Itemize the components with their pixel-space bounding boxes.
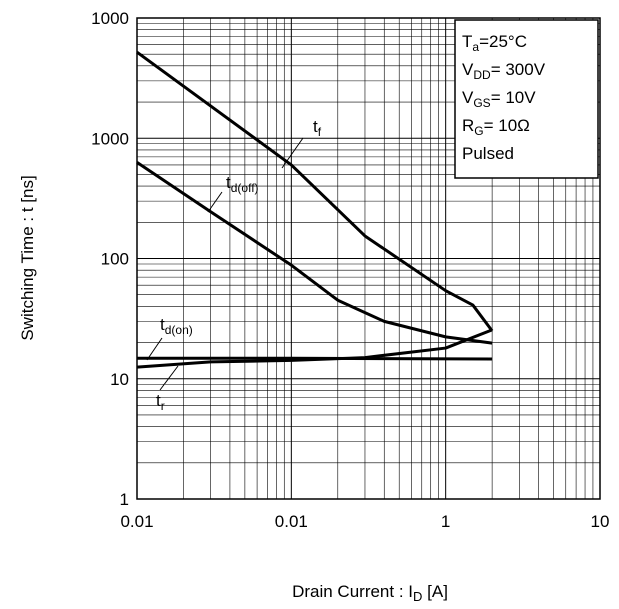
series-name-subscript: d(on) bbox=[165, 323, 193, 337]
series-label: td(off) bbox=[226, 173, 259, 195]
x-tick-label: 0.01 bbox=[275, 512, 308, 531]
condition-text: = 10V bbox=[491, 88, 537, 107]
plot-frame bbox=[136, 17, 601, 500]
condition-text: =25°C bbox=[479, 32, 527, 51]
x-axis-title-text: [A] bbox=[422, 582, 448, 601]
condition-subscript: a bbox=[472, 40, 479, 54]
condition: RG= 10Ω bbox=[462, 116, 530, 138]
series-line bbox=[136, 161, 493, 345]
x-tick-label: 10 bbox=[591, 512, 610, 531]
x-tick-label: 1 bbox=[441, 512, 450, 531]
condition-text: R bbox=[462, 116, 474, 135]
series-line bbox=[136, 328, 493, 369]
condition-text: V bbox=[462, 60, 474, 79]
condition-subscript: DD bbox=[473, 68, 491, 82]
condition-text: T bbox=[462, 32, 472, 51]
condition: Ta=25°C bbox=[462, 32, 527, 54]
conditions-box bbox=[454, 19, 599, 179]
condition: VGS= 10V bbox=[462, 88, 536, 110]
label-leader bbox=[207, 191, 223, 213]
x-axis-title-subscript: D bbox=[413, 589, 422, 604]
series-name-subscript: r bbox=[161, 399, 165, 413]
series-name: t bbox=[313, 117, 318, 136]
y-tick-label: 1 bbox=[120, 490, 129, 509]
label-leader bbox=[146, 337, 163, 361]
series-label: tr bbox=[156, 391, 165, 413]
x-axis-title-text: Drain Current : I bbox=[292, 582, 413, 601]
series-line bbox=[136, 50, 494, 332]
series-name: t bbox=[160, 315, 165, 334]
series-name-subscript: d(off) bbox=[231, 181, 259, 195]
series-name: t bbox=[226, 173, 231, 192]
label-leader bbox=[281, 137, 304, 169]
condition-text: Pulsed bbox=[462, 144, 514, 163]
condition-text: V bbox=[462, 88, 474, 107]
y-tick-label: 1000 bbox=[91, 129, 129, 148]
condition-text: = 300V bbox=[491, 60, 546, 79]
condition-subscript: G bbox=[474, 124, 483, 138]
y-tick-label: 10 bbox=[110, 370, 129, 389]
series-line bbox=[137, 356, 493, 361]
condition: Pulsed bbox=[462, 144, 514, 163]
series-name-subscript: f bbox=[318, 125, 322, 139]
condition-text: = 10Ω bbox=[484, 116, 530, 135]
series-label: td(on) bbox=[160, 315, 193, 337]
condition-subscript: GS bbox=[473, 96, 490, 110]
condition: VDD= 300V bbox=[462, 60, 546, 82]
x-axis-title: Drain Current : ID [A] bbox=[292, 582, 448, 604]
y-axis-title: Switching Time : t [ns] bbox=[18, 175, 37, 340]
series-label: tf bbox=[313, 117, 322, 139]
x-tick-label: 0.01 bbox=[120, 512, 153, 531]
y-tick-label: 100 bbox=[101, 250, 129, 269]
y-tick-label: 1000 bbox=[91, 9, 129, 28]
series-name: t bbox=[156, 391, 161, 410]
label-leader bbox=[159, 365, 179, 391]
